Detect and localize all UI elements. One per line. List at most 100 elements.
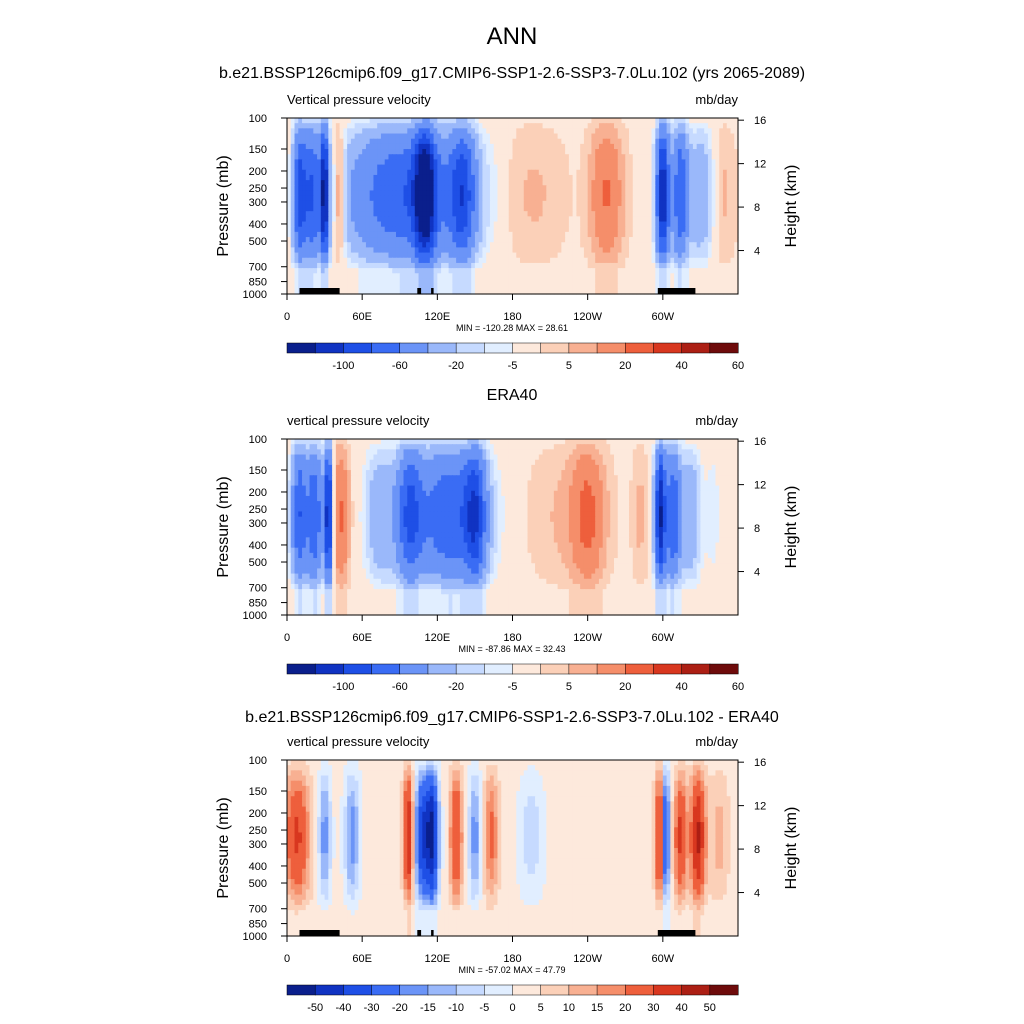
field-cell: [557, 439, 562, 445]
field-cell: [561, 118, 566, 124]
field-cell: [538, 200, 544, 207]
field-cell: [535, 133, 540, 140]
field-cell: [362, 200, 367, 207]
field-cell: [343, 128, 348, 135]
field-cell: [625, 159, 630, 166]
field-cell: [309, 118, 314, 124]
field-cell: [625, 273, 630, 280]
field-cell: [568, 180, 574, 186]
field-cell: [347, 454, 352, 461]
field-cell: [647, 449, 653, 456]
field-cell: [452, 247, 457, 254]
field-cell: [474, 221, 480, 228]
field-cell: [677, 464, 683, 471]
field-cell: [734, 449, 739, 456]
field-cell: [602, 439, 608, 445]
field-cell: [486, 464, 491, 471]
field-cell: [692, 138, 698, 145]
field-cell: [471, 149, 476, 155]
field-cell: [557, 185, 562, 192]
field-cell: [531, 180, 536, 186]
field-cell: [715, 449, 720, 456]
field-cell: [365, 164, 371, 171]
field-cell: [373, 221, 378, 228]
field-cell: [613, 221, 619, 228]
field-cell: [666, 180, 671, 186]
field-cell: [719, 454, 724, 461]
field-cell: [343, 459, 348, 466]
field-cell: [550, 159, 555, 166]
field-cell: [538, 169, 544, 176]
field-cell: [613, 185, 619, 192]
field-cell: [651, 154, 656, 161]
field-cell: [463, 268, 468, 274]
field-cell: [711, 454, 717, 461]
field-cell: [722, 211, 728, 217]
field-cell: [587, 185, 593, 192]
field-cell: [625, 216, 630, 223]
field-cell: [362, 470, 367, 476]
field-cell: [715, 221, 720, 228]
field-cell: [489, 470, 495, 476]
field-cell: [471, 118, 476, 124]
field-cell: [467, 200, 472, 207]
field-cell: [463, 128, 468, 135]
field-cell: [339, 200, 344, 207]
field-cell: [433, 288, 438, 295]
field-cell: [309, 195, 314, 202]
field-cell: [437, 226, 442, 233]
field-cell: [576, 123, 581, 129]
field-cell: [486, 237, 491, 243]
field-cell: [444, 252, 450, 259]
field-cell: [674, 459, 679, 466]
field-cell: [407, 159, 412, 166]
field-cell: [617, 226, 623, 233]
field-cell: [471, 200, 476, 207]
field-cell: [606, 283, 611, 290]
field-cell: [561, 459, 566, 466]
field-cell: [662, 180, 668, 186]
field-cell: [595, 268, 600, 274]
field-cell: [350, 283, 356, 290]
field-cell: [467, 221, 472, 228]
field-cell: [692, 133, 698, 140]
field-cell: [587, 118, 593, 124]
field-cell: [531, 149, 536, 155]
field-cell: [734, 226, 739, 233]
field-cell: [670, 252, 675, 259]
field-cell: [437, 149, 442, 155]
field-cell: [343, 138, 348, 145]
field-cell: [553, 231, 559, 238]
field-cell: [523, 206, 529, 212]
field-cell: [561, 221, 566, 228]
field-cell: [422, 283, 427, 290]
min-max-stats: MIN = -120.28 MAX = 28.61: [456, 323, 568, 333]
field-cell: [689, 216, 694, 223]
field-cell: [726, 278, 732, 285]
field-cell: [362, 133, 367, 140]
field-cell: [377, 262, 382, 269]
field-cell: [636, 159, 641, 166]
field-cell: [444, 216, 450, 223]
field-cell: [550, 180, 555, 186]
field-cell: [610, 231, 615, 238]
field-cell: [294, 123, 299, 129]
field-cell: [350, 149, 356, 155]
field-cell: [347, 252, 352, 259]
field-cell: [516, 278, 521, 285]
field-cell: [418, 195, 423, 202]
field-cell: [444, 226, 450, 233]
field-cell: [347, 128, 352, 135]
field-cell: [598, 237, 604, 243]
field-cell: [640, 211, 645, 217]
field-cell: [429, 128, 435, 135]
field-cell: [640, 449, 645, 456]
field-cell: [527, 185, 532, 192]
field-cell: [305, 283, 311, 290]
field-cell: [347, 200, 352, 207]
field-cell: [347, 206, 352, 212]
field-cell: [392, 470, 397, 476]
field-cell: [640, 257, 645, 264]
field-cell: [377, 200, 382, 207]
field-cell: [550, 231, 555, 238]
